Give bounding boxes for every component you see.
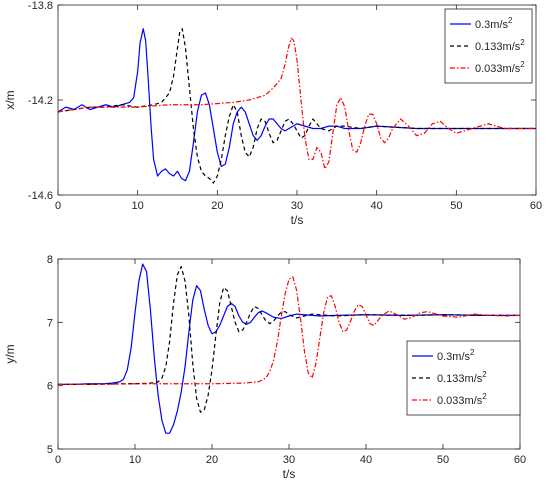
chart-1-legend-label-2: 0.133m/s2: [475, 38, 525, 53]
chart-2-legend: 0.3m/s2 0.133m/s2 0.033m/s2: [406, 340, 521, 416]
chart-1-y-tick-label: -13.8: [28, 0, 53, 12]
chart-2-legend-box: [406, 340, 521, 416]
chart-2-x-tick-label: 50: [437, 454, 449, 466]
chart-2-x-tick-label: 30: [283, 454, 295, 466]
chart-1-series-line-2: [58, 28, 536, 184]
chart-2-series-line-3: [58, 276, 520, 385]
chart-1: 0 10 20 30 40 50 60 -14.6 -14.2 -13.8 t/s x/m 0.3m/s…: [3, 0, 542, 227]
chart-1-legend-label-3: 0.033m/s2: [475, 60, 525, 75]
chart-2-y-tick-label: 5: [47, 444, 53, 456]
chart-2-y-axis-label: y/m: [3, 344, 17, 363]
chart-2-series-line-2: [58, 266, 520, 413]
chart-2-x-tick-label: 40: [360, 454, 372, 466]
chart-1-x-tick-label: 20: [211, 200, 223, 212]
chart-1-x-tick-label: 10: [132, 200, 144, 212]
chart-2-legend-label-3: 0.033m/s2: [437, 392, 487, 407]
chart-1-x-tick-label: 40: [371, 200, 383, 212]
chart-1-series-group: [58, 28, 536, 184]
chart-1-x-tick-label: 50: [450, 200, 462, 212]
chart-2-x-tick-label: 20: [206, 454, 218, 466]
chart-1-y-tick-label: -14.2: [28, 95, 53, 107]
chart-2-legend-label-1: 0.3m/s2: [437, 348, 475, 363]
chart-2-x-tick-label: 0: [55, 454, 61, 466]
chart-1-x-tick-label: 0: [55, 200, 61, 212]
chart-1-x-axis-label: t/s: [291, 213, 304, 227]
chart-2-y-tick-label: 6: [47, 381, 53, 393]
chart-2-x-tick-label: 10: [129, 454, 141, 466]
chart-2-series-group: [58, 263, 520, 434]
chart-2-x-axis-label: t/s: [283, 467, 296, 481]
chart-1-x-tick-label: 30: [291, 200, 303, 212]
chart-2-y-tick-label: 7: [47, 317, 53, 329]
chart-2-legend-label-2: 0.133m/s2: [437, 370, 487, 385]
chart-1-series-line-3: [58, 37, 536, 170]
chart-1-y-axis-label: x/m: [3, 90, 17, 109]
chart-2-x-tick-label: 60: [514, 454, 526, 466]
chart-1-y-tick-label: -14.6: [28, 190, 53, 202]
chart-2-series-line-1: [58, 263, 520, 434]
chart-1-legend: 0.3m/s2 0.133m/s2 0.033m/s2: [444, 8, 533, 84]
chart-1-legend-label-1: 0.3m/s2: [475, 16, 513, 31]
chart-1-series-line-1: [58, 28, 536, 182]
chart-2-y-tick-label: 8: [47, 254, 53, 266]
chart-1-x-tick-label: 60: [530, 200, 542, 212]
